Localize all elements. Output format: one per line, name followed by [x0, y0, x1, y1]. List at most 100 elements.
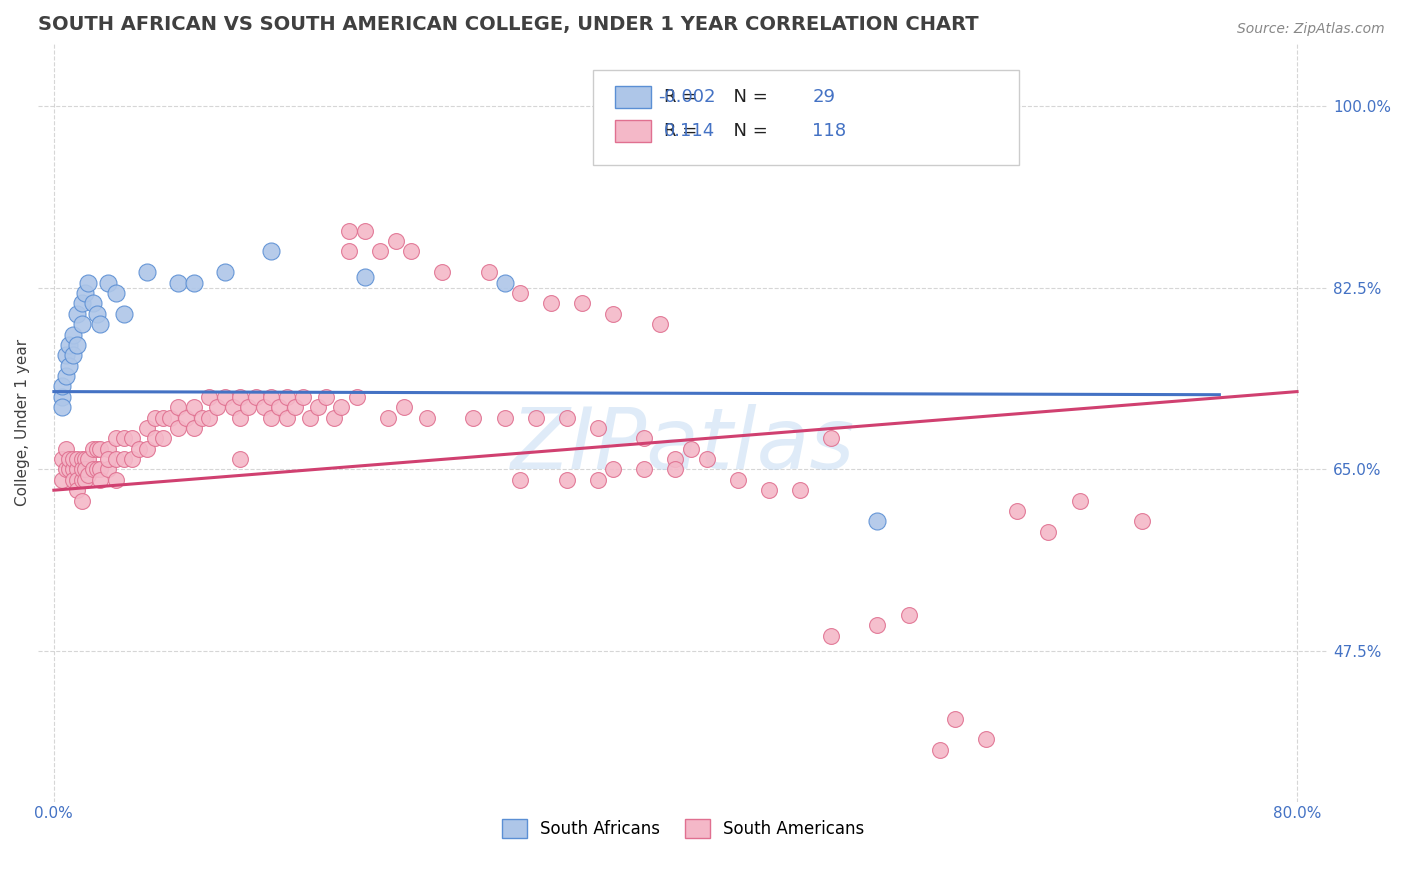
Point — [214, 390, 236, 404]
Point — [89, 317, 111, 331]
Point — [97, 276, 120, 290]
Point — [229, 410, 252, 425]
Point — [509, 285, 531, 300]
Point — [276, 390, 298, 404]
Point — [260, 390, 283, 404]
Point — [51, 452, 73, 467]
Point — [62, 452, 84, 467]
Point — [66, 452, 89, 467]
Point — [105, 452, 128, 467]
Point — [89, 462, 111, 476]
Point — [353, 270, 375, 285]
Point — [58, 359, 80, 373]
Text: ZIPatlas: ZIPatlas — [512, 404, 855, 487]
Point — [291, 390, 314, 404]
Point — [97, 462, 120, 476]
Point — [97, 442, 120, 456]
Text: R =: R = — [664, 88, 697, 106]
FancyBboxPatch shape — [614, 120, 651, 143]
Point — [136, 442, 159, 456]
Point — [586, 473, 609, 487]
Point — [571, 296, 593, 310]
Point — [315, 390, 337, 404]
Point — [758, 483, 780, 498]
Point — [392, 400, 415, 414]
Point — [136, 421, 159, 435]
Point — [284, 400, 307, 414]
Point — [494, 410, 516, 425]
Text: 29: 29 — [813, 88, 835, 106]
Y-axis label: College, Under 1 year: College, Under 1 year — [15, 339, 30, 507]
Point — [86, 307, 108, 321]
Point — [70, 317, 93, 331]
Point — [105, 473, 128, 487]
Point — [524, 410, 547, 425]
Point — [70, 296, 93, 310]
Point — [866, 514, 889, 528]
Point — [143, 410, 166, 425]
Point — [299, 410, 322, 425]
Point — [198, 390, 221, 404]
Point — [478, 265, 501, 279]
Point — [62, 327, 84, 342]
Point — [73, 462, 96, 476]
Point — [214, 265, 236, 279]
Point — [66, 307, 89, 321]
Point — [229, 452, 252, 467]
Point — [236, 400, 259, 414]
Point — [664, 462, 686, 476]
Point — [62, 348, 84, 362]
Point — [128, 442, 150, 456]
Point — [928, 742, 950, 756]
Point — [73, 285, 96, 300]
Point — [77, 452, 100, 467]
Point — [974, 732, 997, 747]
Point — [602, 462, 624, 476]
Point — [221, 400, 243, 414]
Point — [70, 452, 93, 467]
Point — [190, 410, 212, 425]
Point — [1007, 504, 1029, 518]
Point — [112, 452, 135, 467]
Point — [337, 224, 360, 238]
Point — [143, 431, 166, 445]
Point — [269, 400, 291, 414]
Point — [307, 400, 329, 414]
Point — [555, 473, 578, 487]
Point — [1130, 514, 1153, 528]
Point — [73, 452, 96, 467]
Point — [152, 410, 174, 425]
Point — [55, 369, 77, 384]
Point — [943, 712, 966, 726]
Point — [55, 442, 77, 456]
Point — [97, 452, 120, 467]
Point — [368, 244, 391, 259]
Point — [86, 442, 108, 456]
Point — [121, 452, 143, 467]
Point — [105, 431, 128, 445]
Point — [866, 618, 889, 632]
Point — [82, 296, 104, 310]
Point — [51, 400, 73, 414]
Point — [198, 410, 221, 425]
Text: 0.114: 0.114 — [664, 122, 716, 140]
Point — [540, 296, 562, 310]
Point — [664, 452, 686, 467]
Point — [463, 410, 485, 425]
Point — [205, 400, 228, 414]
Point — [82, 442, 104, 456]
Text: R =: R = — [664, 122, 697, 140]
Point — [159, 410, 181, 425]
Point — [696, 452, 718, 467]
Point — [51, 379, 73, 393]
Point — [89, 442, 111, 456]
Point — [89, 473, 111, 487]
Point — [820, 431, 842, 445]
Point — [105, 285, 128, 300]
Point — [62, 462, 84, 476]
Point — [555, 410, 578, 425]
Point — [727, 473, 749, 487]
Point — [112, 307, 135, 321]
Point — [330, 400, 353, 414]
Point — [602, 307, 624, 321]
